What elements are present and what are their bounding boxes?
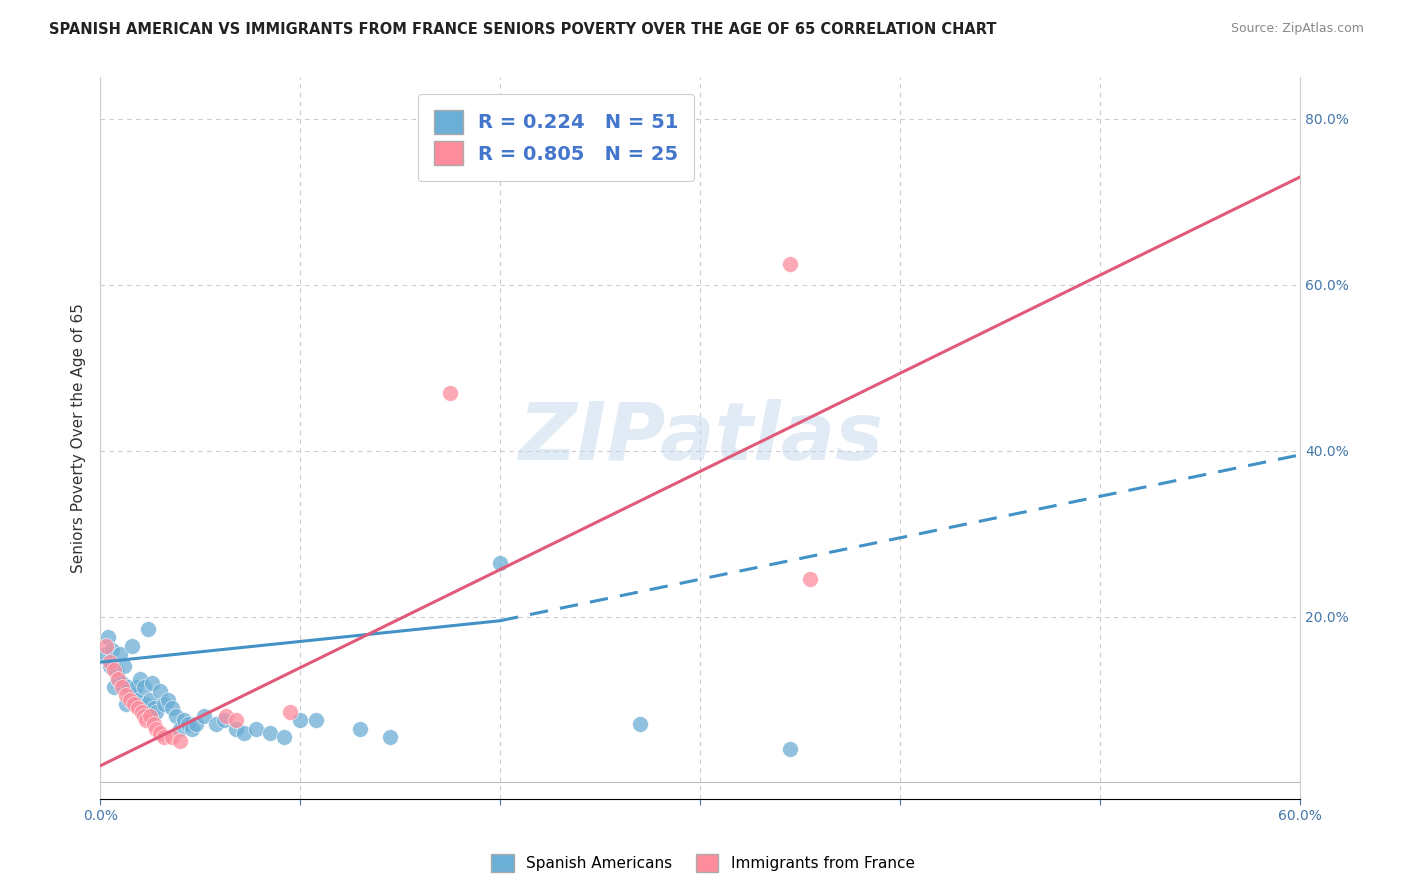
Point (107, 672, 129, 686)
Point (149, 725, 172, 739)
Point (134, 680, 156, 694)
Point (143, 717, 166, 731)
Point (273, 730, 295, 744)
Point (131, 705, 153, 719)
Text: ZIPatlas: ZIPatlas (517, 400, 883, 477)
Point (127, 692, 149, 706)
Point (120, 692, 142, 706)
Point (169, 722, 191, 736)
Point (439, 385, 461, 400)
Point (278, 705, 301, 719)
Point (103, 680, 125, 694)
Point (122, 697, 145, 711)
Point (125, 680, 148, 694)
Point (103, 664, 125, 678)
Point (134, 709, 156, 723)
Point (181, 722, 204, 736)
Point (193, 709, 215, 723)
Point (135, 697, 157, 711)
Legend: R = 0.224   N = 51, R = 0.805   N = 25: R = 0.224 N = 51, R = 0.805 N = 25 (418, 95, 695, 181)
Point (94, 647, 117, 661)
Point (115, 689, 138, 703)
Point (153, 730, 176, 744)
Point (779, 257, 801, 271)
Point (117, 680, 139, 694)
Point (111, 676, 134, 690)
Point (173, 713, 195, 727)
Point (105, 664, 128, 678)
Point (136, 622, 159, 636)
Point (108, 647, 131, 661)
Point (799, 572, 821, 586)
Point (233, 725, 256, 739)
Point (169, 734, 191, 748)
Point (212, 713, 235, 727)
Point (139, 692, 162, 706)
Point (349, 722, 371, 736)
Point (98, 655, 121, 669)
Point (489, 556, 512, 570)
Point (259, 725, 281, 739)
Point (139, 709, 162, 723)
Point (205, 717, 228, 731)
Point (131, 705, 153, 719)
Point (165, 709, 187, 723)
Point (177, 717, 200, 731)
Point (97, 630, 120, 644)
Point (779, 742, 801, 756)
Point (225, 713, 247, 727)
Point (94, 639, 117, 653)
Y-axis label: Seniors Poverty Over the Age of 65: Seniors Poverty Over the Age of 65 (72, 303, 86, 574)
Point (111, 680, 134, 694)
Point (225, 722, 247, 736)
Point (215, 709, 238, 723)
Point (145, 705, 167, 719)
Point (122, 689, 145, 703)
Point (112, 659, 135, 673)
Point (378, 730, 401, 744)
Text: Source: ZipAtlas.com: Source: ZipAtlas.com (1230, 22, 1364, 36)
Point (305, 713, 328, 727)
Legend: Spanish Americans, Immigrants from France: Spanish Americans, Immigrants from Franc… (484, 846, 922, 880)
Point (143, 701, 166, 715)
Point (145, 722, 167, 736)
Point (160, 701, 183, 715)
Point (153, 697, 176, 711)
Point (160, 730, 183, 744)
Point (288, 713, 311, 727)
Point (245, 722, 267, 736)
Point (98, 659, 121, 673)
Point (127, 701, 149, 715)
Point (141, 676, 163, 690)
Text: SPANISH AMERICAN VS IMMIGRANTS FROM FRANCE SENIORS POVERTY OVER THE AGE OF 65 CO: SPANISH AMERICAN VS IMMIGRANTS FROM FRAN… (49, 22, 997, 37)
Point (135, 713, 157, 727)
Point (149, 684, 172, 698)
Point (628, 717, 651, 731)
Point (101, 642, 124, 657)
Point (121, 639, 143, 653)
Point (184, 717, 207, 731)
Point (157, 692, 180, 706)
Point (115, 697, 138, 711)
Point (129, 672, 152, 686)
Point (120, 689, 142, 703)
Point (107, 672, 129, 686)
